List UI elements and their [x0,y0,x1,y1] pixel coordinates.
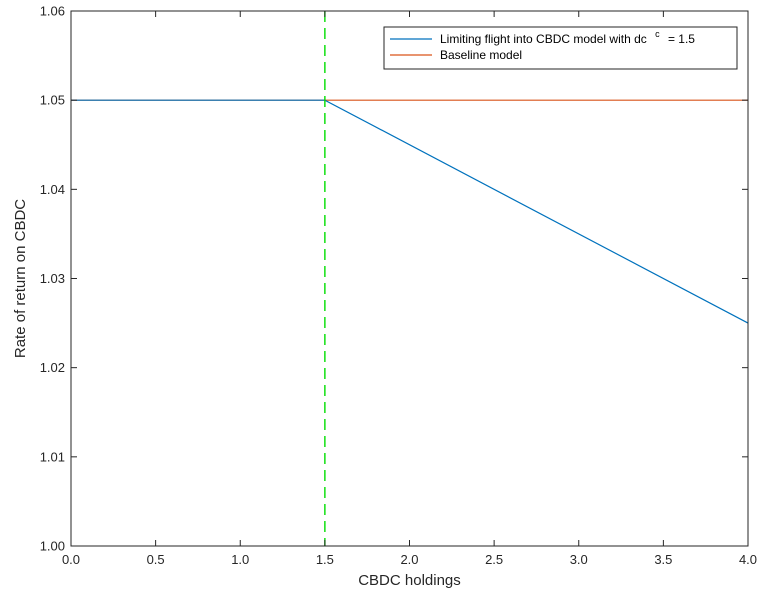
x-tick-label: 1.0 [231,552,249,567]
legend: Limiting flight into CBDC model with dc … [383,26,738,70]
x-tick-label: 3.0 [570,552,588,567]
y-tick-label: 1.01 [40,449,65,464]
tick-labels: 0.0 0.5 1.0 1.5 2.0 2.5 3.0 3.5 4.0 1.00 1.01 1.02 1… [40,4,757,568]
ticks-layer [70,10,749,547]
legend-box [383,26,738,70]
y-tick-label: 1.05 [40,93,65,108]
x-tick-label: 2.5 [485,552,503,567]
legend-entry-limiting-suffix: = 1.5 [668,32,695,46]
x-tick-label: 3.5 [654,552,672,567]
y-tick-label: 1.06 [40,4,65,19]
x-tick-label: 2.0 [400,552,418,567]
plot-background [71,11,748,546]
x-tick-label: 1.5 [316,552,334,567]
y-tick-label: 1.00 [40,539,65,554]
x-axis-label: CBDC holdings [358,572,461,589]
y-tick-label: 1.04 [40,182,65,197]
y-axis-label: Rate of return on CBDC [12,199,29,358]
legend-entry-baseline: Baseline model [440,48,522,62]
series-layer [71,11,749,546]
x-tick-label: 0.0 [62,552,80,567]
x-tick-label: 0.5 [147,552,165,567]
legend-entry-limiting-superscript: c [655,29,660,39]
y-tick-label: 1.03 [40,271,65,286]
legend-entry-limiting-name: Limiting flight into CBDC model with dc [440,32,647,46]
y-tick-label: 1.02 [40,360,65,375]
legend-entry-limiting: Limiting flight into CBDC model with dc … [440,26,695,46]
x-tick-label: 4.0 [739,552,757,567]
